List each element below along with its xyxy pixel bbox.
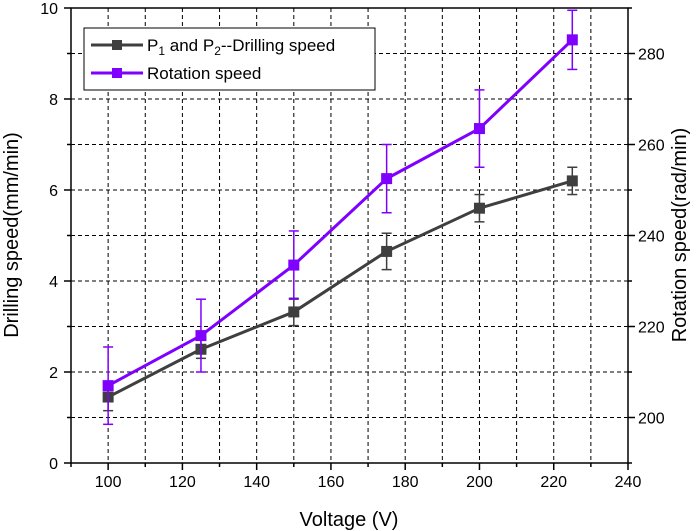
y-left-tick-label: 8 — [49, 92, 58, 109]
y-left-tick-label: 2 — [49, 365, 58, 382]
y-right-tick-label: 280 — [638, 47, 665, 64]
y-right-tick-label: 240 — [638, 229, 665, 246]
series-line-drilling — [107, 179, 573, 399]
y-right-tick-label: 220 — [638, 320, 665, 337]
legend-marker-drilling — [112, 40, 122, 50]
y-left-tick-label: 0 — [49, 456, 58, 473]
x-tick-label: 160 — [318, 474, 345, 491]
tick-labels: 100 120 140 160 180 200 220 240 0 2 4 6 8 10 200 220 240… — [40, 1, 665, 491]
legend-drilling-and: and P — [165, 36, 214, 55]
x-tick-label: 240 — [615, 474, 642, 491]
data-point-drilling — [566, 175, 578, 187]
data-point-rotation — [102, 380, 114, 392]
legend-label-rotation: Rotation speed — [147, 64, 261, 83]
series-drilling — [102, 166, 578, 412]
y-left-tick-label: 10 — [40, 1, 58, 18]
data-point-rotation — [381, 173, 393, 185]
left-y-axis-label: Drilling speed(mm/min) — [1, 132, 23, 338]
x-tick-label: 180 — [392, 474, 419, 491]
legend-box — [83, 27, 376, 91]
legend-drilling-sub1: 1 — [158, 44, 165, 58]
data-point-rotation — [195, 330, 207, 342]
data-point-rotation — [473, 123, 485, 135]
x-axis-label: Voltage (V) — [300, 509, 399, 531]
legend-drilling-sub2: 2 — [214, 44, 221, 58]
y-right-tick-label: 260 — [638, 138, 665, 155]
x-tick-label: 200 — [466, 474, 493, 491]
data-point-drilling — [473, 202, 485, 214]
series-layer — [102, 9, 578, 426]
x-tick-label: 100 — [95, 474, 122, 491]
y-left-tick-label: 6 — [49, 183, 58, 200]
y-left-tick-label: 4 — [49, 274, 58, 291]
data-point-drilling — [288, 306, 300, 318]
x-tick-label: 120 — [169, 474, 196, 491]
legend-label-drilling: P1 and P2--Drilling speed — [147, 36, 335, 58]
x-tick-label: 220 — [540, 474, 567, 491]
legend: P1 and P2--Drilling speed Rotation speed — [83, 27, 376, 91]
ticks — [64, 7, 635, 470]
data-point-rotation — [288, 259, 300, 271]
data-point-rotation — [566, 34, 578, 46]
x-tick-label: 140 — [243, 474, 270, 491]
data-point-drilling — [381, 245, 393, 257]
legend-drilling-rest: --Drilling speed — [221, 36, 335, 55]
legend-marker-rotation — [112, 68, 122, 78]
right-y-axis-label: Rotation speed(rad/min) — [669, 128, 691, 343]
y-right-tick-label: 200 — [638, 411, 665, 428]
grid — [71, 8, 628, 463]
series-rotation — [102, 9, 578, 426]
legend-drilling-p1: P — [147, 36, 158, 55]
series-line-rotation — [107, 38, 574, 387]
